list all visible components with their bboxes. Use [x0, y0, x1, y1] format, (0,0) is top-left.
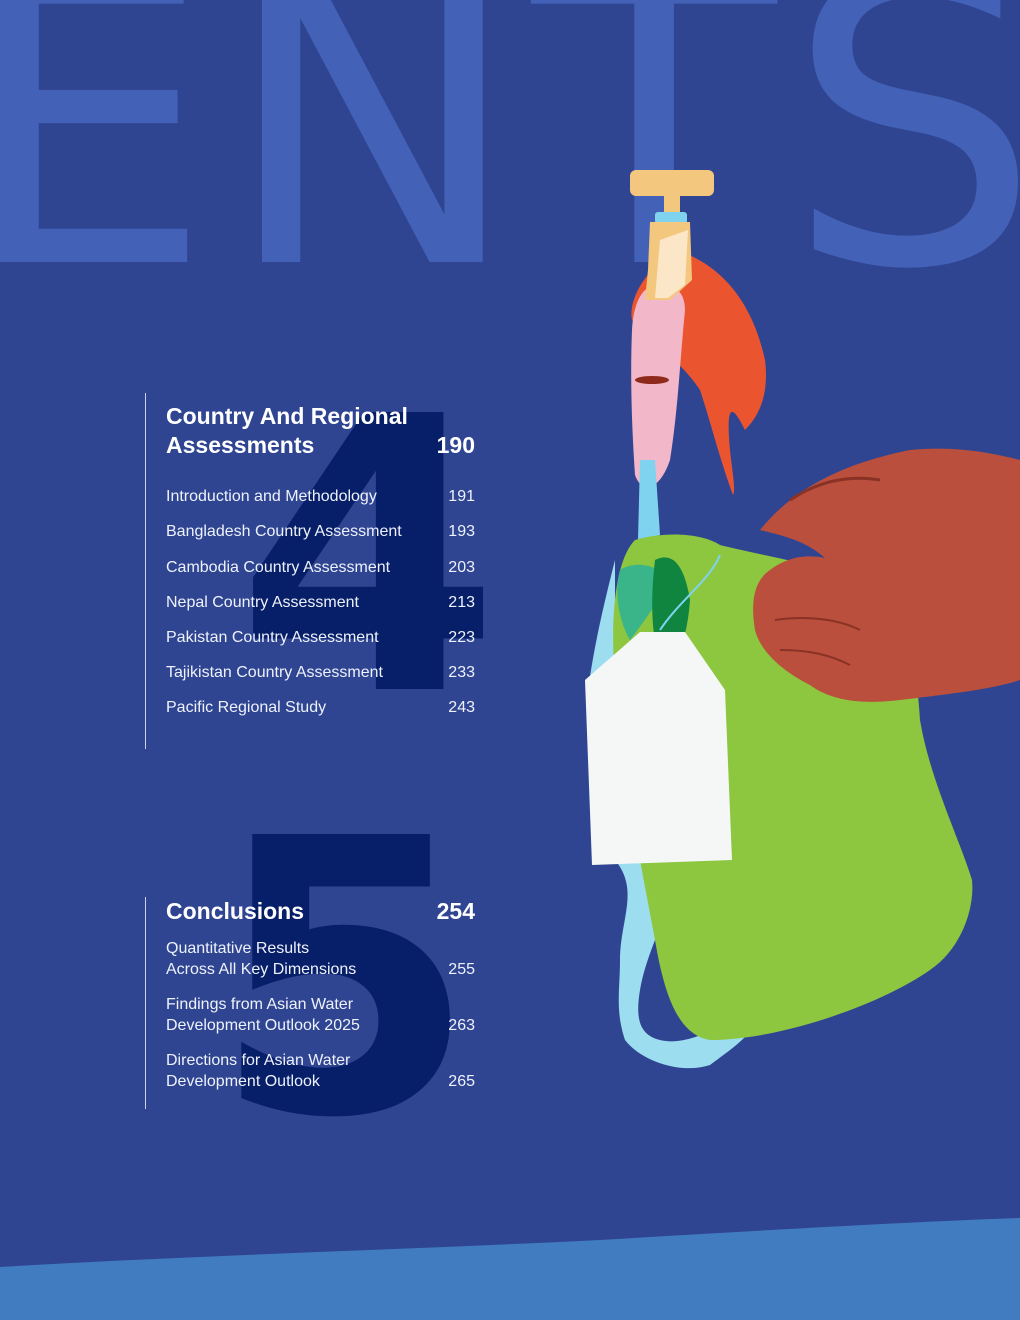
toc-entry-label: Findings from Asian Water Development Ou…: [166, 996, 360, 1034]
toc-entry-page: 243: [448, 699, 475, 717]
price-tag-icon: [585, 632, 732, 865]
toc-entry[interactable]: Nepal Country Assessment 213: [166, 578, 475, 613]
toc-entry-label: Pakistan Country Assessment: [166, 628, 379, 646]
toc-entry-label: Nepal Country Assessment: [166, 593, 359, 611]
toc-entry-label: Cambodia Country Assessment: [166, 558, 391, 576]
section-number-4: 4: [236, 336, 501, 779]
toc-entry-page: 193: [448, 523, 475, 541]
water-stream-icon: [638, 460, 660, 540]
toc-entry[interactable]: Pacific Regional Study 243: [166, 683, 475, 718]
faucet-jerrycan-illustration-icon: [585, 170, 1020, 1069]
hand-icon: [753, 448, 1020, 702]
toc-entry-label: Directions for Asian Water Development O…: [166, 1052, 351, 1090]
section-number-5: 5: [212, 758, 477, 1201]
toc-entry[interactable]: Bangladesh Country Assessment 193: [166, 507, 475, 542]
toc-entry-label: Quantitative Results Across All Key Dime…: [166, 940, 357, 978]
background-word: ENTS: [0, 0, 1020, 357]
toc-entry-page: 203: [448, 558, 475, 576]
toc-entry[interactable]: Introduction and Methodology 191: [166, 472, 475, 507]
toc-entry-page: 213: [448, 593, 475, 611]
toc-entry[interactable]: Tajikistan Country Assessment 233: [166, 648, 475, 683]
toc-entry-page: 265: [448, 1073, 475, 1090]
toc-entry[interactable]: Cambodia Country Assessment 203: [166, 542, 475, 577]
section-page: 254: [436, 898, 475, 924]
toc-entry[interactable]: Findings from Asian Water Development Ou…: [166, 994, 475, 1036]
section-header: Country And Regional Assessments 190: [166, 402, 475, 460]
toc-entry-label: Bangladesh Country Assessment: [166, 523, 402, 541]
toc-entry[interactable]: Pakistan Country Assessment 223: [166, 613, 475, 648]
toc-entry-page: 233: [448, 664, 475, 682]
toc-entry-page: 255: [448, 961, 475, 978]
toc-entry-page: 263: [448, 1017, 475, 1034]
bottom-wave: [0, 1218, 1020, 1320]
toc-list: Quantitative Results Across All Key Dime…: [166, 938, 475, 1092]
toc-entry-label: Tajikistan Country Assessment: [166, 664, 383, 682]
toc-entry-label: Introduction and Methodology: [166, 488, 377, 506]
section-page: 190: [436, 432, 475, 458]
faucet-handle-icon: [630, 170, 714, 196]
toc-entry-page: 223: [448, 628, 475, 646]
section-title: Conclusions: [166, 898, 305, 924]
section-title: Country And Regional Assessments: [166, 403, 408, 458]
toc-list: Introduction and Methodology 191 Banglade…: [166, 472, 475, 718]
pink-cloth-icon: [631, 285, 685, 487]
toc-entry-label: Pacific Regional Study: [166, 699, 327, 717]
toc-entry-page: 191: [448, 488, 475, 506]
section-header: Conclusions 254: [166, 897, 475, 926]
toc-section-4: Country And Regional Assessments 190 Int…: [145, 393, 475, 749]
toc-entry[interactable]: Directions for Asian Water Development O…: [166, 1050, 475, 1092]
toc-section-5: Conclusions 254 Quantitative Results Acr…: [145, 897, 475, 1109]
toc-entry[interactable]: Quantitative Results Across All Key Dime…: [166, 938, 475, 980]
